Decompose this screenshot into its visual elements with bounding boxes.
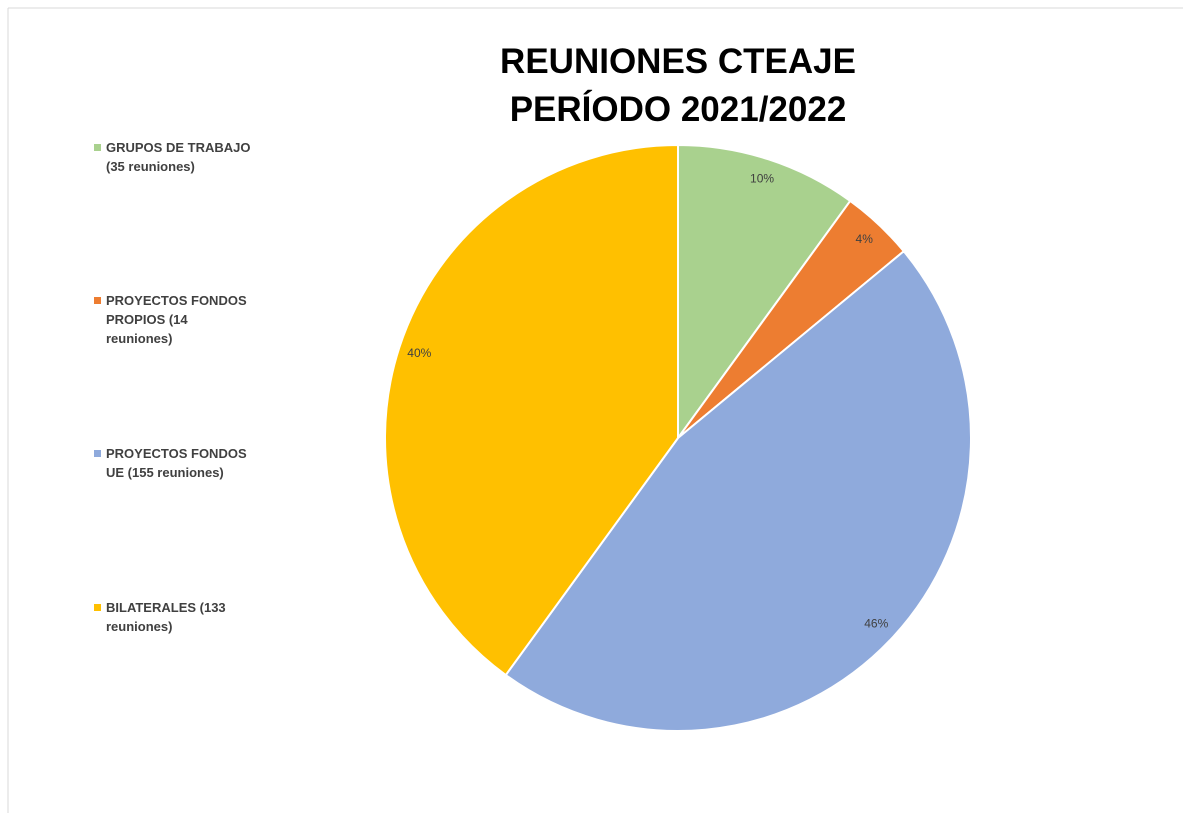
legend-label: PROYECTOS FONDOS PROPIOS (14 reuniones) <box>106 293 247 346</box>
legend-swatch <box>94 144 101 151</box>
pie-slice <box>504 249 972 732</box>
pie-slice <box>384 143 679 677</box>
legend-swatch <box>94 450 101 457</box>
legend-label: BILATERALES (133 reuniones) <box>106 600 226 634</box>
data-label: 10% <box>750 171 774 185</box>
pie-slice <box>677 143 852 442</box>
data-label: 46% <box>864 616 888 630</box>
legend-swatch <box>94 297 101 304</box>
legend-swatch <box>94 604 101 611</box>
legend-label: PROYECTOS FONDOS UE (155 reuniones) <box>106 446 247 480</box>
data-label: 4% <box>856 232 874 246</box>
chart-title: REUNIONES CTEAJE PERÍODO 2021/2022 <box>500 42 856 129</box>
data-label: 40% <box>407 346 431 360</box>
legend-label: GRUPOS DE TRABAJO (35 reuniones) <box>106 140 251 174</box>
